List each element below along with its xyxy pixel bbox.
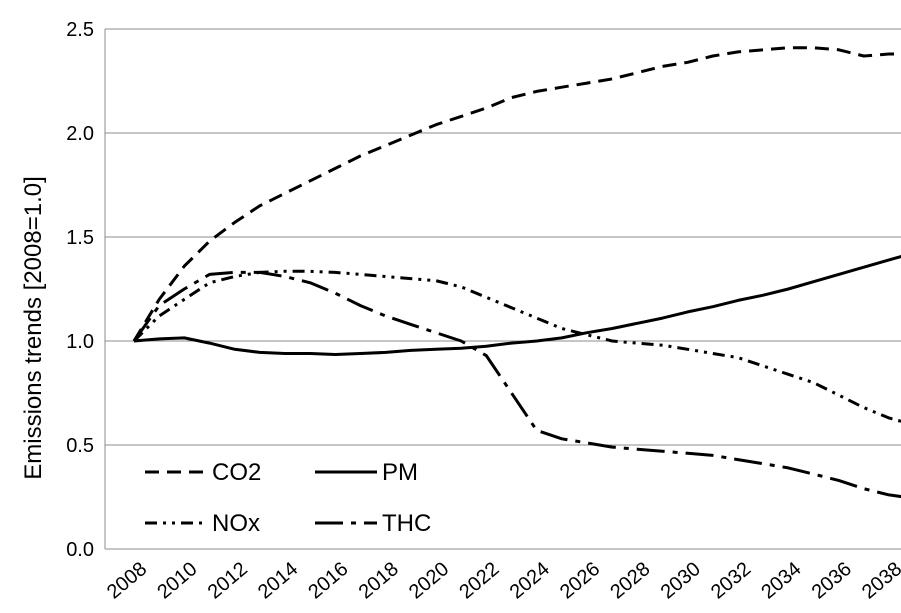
x-tick-label: 2030 [657,558,705,603]
y-tick-label: 0.5 [66,435,94,457]
series-line-pm [133,255,901,356]
x-tick-label: 2034 [757,558,805,603]
x-tick-label: 2028 [606,558,654,603]
x-tick-label: 2008 [103,558,151,603]
y-tick-label: 0.0 [66,539,94,561]
y-tick-label: 1.0 [66,331,94,353]
series-lines [132,46,901,499]
y-tick-label: 2.5 [66,19,94,41]
y-tick-label: 1.5 [66,227,94,249]
x-tick-labels: 2008 2010 2012 2014 2016 2018 2020 2022 2024 2026… [103,558,901,603]
x-tick-label: 2026 [556,558,604,603]
y-axis-label: Emissions trends [2008=1.0] [20,176,47,480]
x-tick-label: 2014 [254,558,302,603]
x-tick-label: 2022 [455,558,503,603]
axes [104,29,901,550]
legend-label-nox: NOx [212,510,260,537]
y-tick-labels: 0.0 0.5 1.0 1.5 2.0 2.5 [66,19,94,561]
legend-label-pm: PM [382,459,418,486]
x-tick-label: 2032 [707,558,755,603]
series-line-thc [132,270,901,499]
legend: CO2 PM NOx THC [145,459,431,537]
x-tick-label: 2024 [506,558,554,603]
x-tick-label: 2018 [355,558,403,603]
legend-label-co2: CO2 [212,459,261,486]
x-tick-label: 2036 [808,558,856,603]
x-tick-label: 2012 [204,558,252,603]
x-tick-label: 2010 [153,558,201,603]
series-line-co2 [132,46,901,342]
x-tick-label: 2020 [405,558,453,603]
x-tick-label: 2038 [858,558,901,603]
gridlines [105,28,901,446]
y-tick-label: 2.0 [66,123,94,145]
legend-label-thc: THC [382,510,431,537]
x-tick-label: 2016 [304,558,352,603]
